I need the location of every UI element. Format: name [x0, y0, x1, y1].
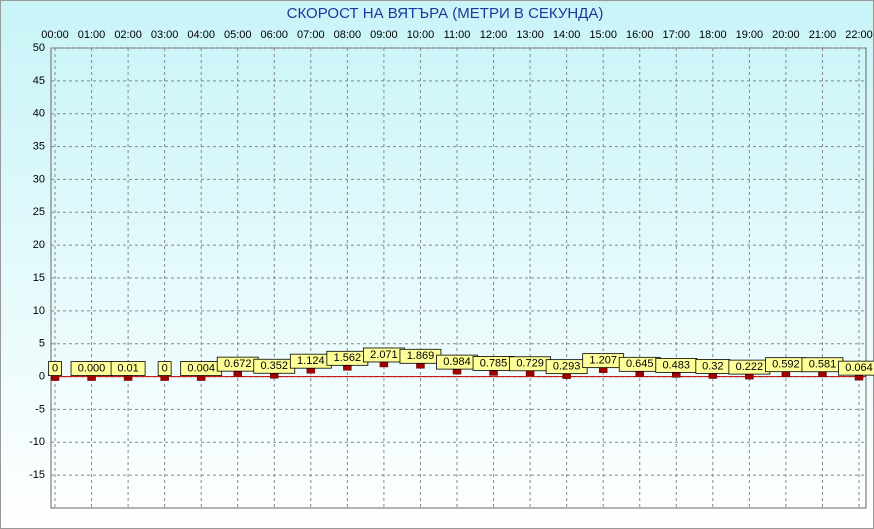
data-label: 0.483 [663, 359, 691, 371]
y-tick-label: 40 [33, 108, 45, 120]
y-tick-label: -10 [29, 436, 45, 448]
marker [781, 371, 791, 377]
marker [562, 373, 571, 379]
marker [745, 373, 754, 380]
y-tick-label: 0 [39, 370, 45, 382]
x-tick-label: 00:00 [41, 29, 69, 41]
x-tick-label: 20:00 [772, 29, 800, 41]
data-label: 2.071 [370, 349, 398, 361]
marker [489, 370, 498, 376]
y-tick-label: 15 [33, 272, 45, 284]
x-tick-label: 16:00 [626, 29, 654, 41]
y-tick-label: 5 [39, 338, 45, 350]
marker [379, 361, 389, 368]
marker [306, 367, 316, 374]
y-tick-label: 30 [33, 173, 45, 185]
x-tick-label: 10:00 [407, 29, 435, 41]
data-label: 0.581 [809, 359, 837, 371]
data-label: 1.124 [297, 355, 325, 367]
x-tick-label: 09:00 [370, 29, 398, 41]
x-tick-label: 05:00 [224, 29, 252, 41]
marker [343, 365, 352, 371]
y-tick-label: 50 [33, 42, 45, 54]
data-label: 0 [52, 362, 58, 374]
marker [270, 373, 279, 379]
data-label: 1.207 [589, 355, 617, 367]
data-label: 0.645 [626, 358, 654, 370]
marker [160, 375, 169, 381]
data-label-box [157, 361, 172, 376]
x-tick-label: 08:00 [334, 29, 362, 41]
data-label: 0.352 [261, 360, 289, 372]
marker [87, 375, 96, 381]
marker [818, 371, 827, 378]
x-tick-label: 15:00 [589, 29, 617, 41]
data-label: 0.785 [480, 357, 508, 369]
marker [635, 371, 644, 377]
data-label: 0.293 [553, 361, 581, 373]
data-label: 0.32 [702, 360, 723, 372]
data-label: 0.592 [772, 359, 800, 371]
marker [708, 373, 718, 379]
data-label: 0.729 [516, 358, 544, 370]
y-tick-label: 35 [33, 140, 45, 152]
data-label: 0.222 [736, 361, 764, 373]
marker [123, 375, 133, 381]
x-tick-label: 14:00 [553, 29, 581, 41]
y-tick-label: 20 [33, 239, 45, 251]
chart-title: СКОРОСТ НА ВЯТЪРА (МЕТРИ В СЕКУНДА) [287, 5, 604, 22]
marker [452, 368, 462, 375]
marker [50, 375, 60, 381]
x-tick-label: 18:00 [699, 29, 727, 41]
x-tick-label: 12:00 [480, 29, 508, 41]
marker [416, 363, 425, 369]
marker [598, 367, 608, 373]
marker [672, 372, 681, 378]
y-tick-label: 45 [33, 75, 45, 87]
y-tick-label: -15 [29, 469, 45, 481]
data-label-box [110, 361, 146, 376]
data-label: 0.004 [187, 362, 215, 374]
marker [196, 375, 206, 381]
y-tick-label: -5 [35, 403, 45, 415]
y-tick-label: 10 [33, 305, 45, 317]
marker [854, 374, 864, 381]
data-label: 0.01 [117, 362, 138, 374]
data-label: 0.984 [443, 356, 471, 368]
marker [525, 370, 535, 377]
x-tick-label: 03:00 [151, 29, 179, 41]
x-tick-label: 02:00 [114, 29, 142, 41]
marker [233, 370, 242, 377]
data-label: 0.064 [845, 362, 873, 374]
x-tick-label: 01:00 [78, 29, 106, 41]
data-label: 1.869 [407, 350, 435, 362]
x-tick-label: 13:00 [516, 29, 544, 41]
y-tick-label: 25 [33, 206, 45, 218]
data-label: 0 [162, 362, 168, 374]
data-label-box [48, 361, 62, 376]
x-tick-label: 22:00 [845, 29, 873, 41]
data-label: 0.000 [78, 362, 106, 374]
data-label-box [838, 360, 874, 376]
data-label: 1.562 [334, 352, 362, 364]
data-label: 0.672 [224, 358, 252, 370]
x-tick-label: 06:00 [261, 29, 289, 41]
x-tick-label: 19:00 [736, 29, 764, 41]
x-tick-label: 11:00 [444, 29, 471, 41]
x-tick-label: 04:00 [187, 29, 215, 41]
x-tick-label: 07:00 [297, 29, 325, 41]
x-tick-label: 21:00 [809, 29, 837, 41]
x-tick-label: 17:00 [663, 29, 691, 41]
